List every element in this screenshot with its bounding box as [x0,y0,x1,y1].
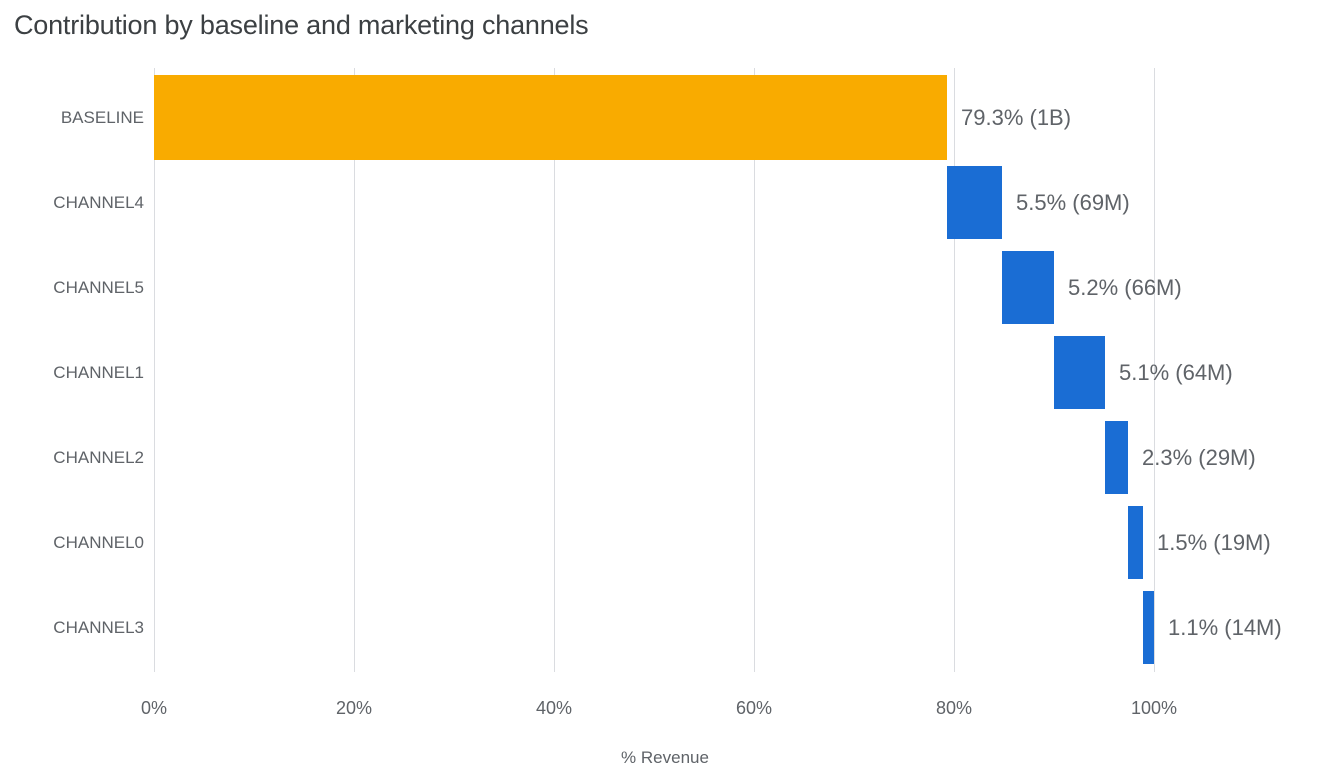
y-axis-label-channel4: CHANNEL4 [53,192,144,212]
x-tick-40: 40% [535,698,573,718]
value-label-channel0: 1.5% (19M) [1157,529,1271,555]
y-axis-label-channel2: CHANNEL2 [53,447,144,467]
bar-channel5[interactable] [1002,251,1054,324]
y-axis-label-channel1: CHANNEL1 [53,362,144,382]
x-tick-20: 20% [335,698,373,718]
x-axis-title: % Revenue [621,748,709,767]
bar-channel1[interactable] [1054,336,1105,409]
y-axis-label-channel0: CHANNEL0 [53,532,144,552]
value-label-channel1: 5.1% (64M) [1119,359,1233,385]
value-label-baseline: 79.3% (1B) [961,104,1072,130]
x-tick-80: 80% [935,698,973,718]
bar-baseline[interactable] [154,75,947,160]
chart-title: Contribution by baseline and marketing c… [14,10,589,40]
value-label-channel2: 2.3% (29M) [1142,444,1256,470]
value-label-channel5: 5.2% (66M) [1068,274,1182,300]
bar-channel3[interactable] [1143,591,1154,664]
value-label-channel3: 1.1% (14M) [1168,614,1282,640]
y-axis-label-channel3: CHANNEL3 [53,617,144,637]
gridline-0 [154,68,155,672]
gridline-40 [554,68,555,672]
gridline-100 [1154,68,1155,672]
bar-channel4[interactable] [947,166,1002,239]
x-tick-60: 60% [735,698,773,718]
bar-channel2[interactable] [1105,421,1128,494]
value-label-channel4: 5.5% (69M) [1016,189,1130,215]
bar-channel0[interactable] [1128,506,1143,579]
x-tick-0: 0% [140,698,168,718]
x-tick-100: 100% [1130,698,1178,718]
y-axis-label-channel5: CHANNEL5 [53,277,144,297]
gridline-20 [354,68,355,672]
y-axis-label-baseline: BASELINE [60,107,144,127]
gridline-80 [954,68,955,672]
gridline-60 [754,68,755,672]
